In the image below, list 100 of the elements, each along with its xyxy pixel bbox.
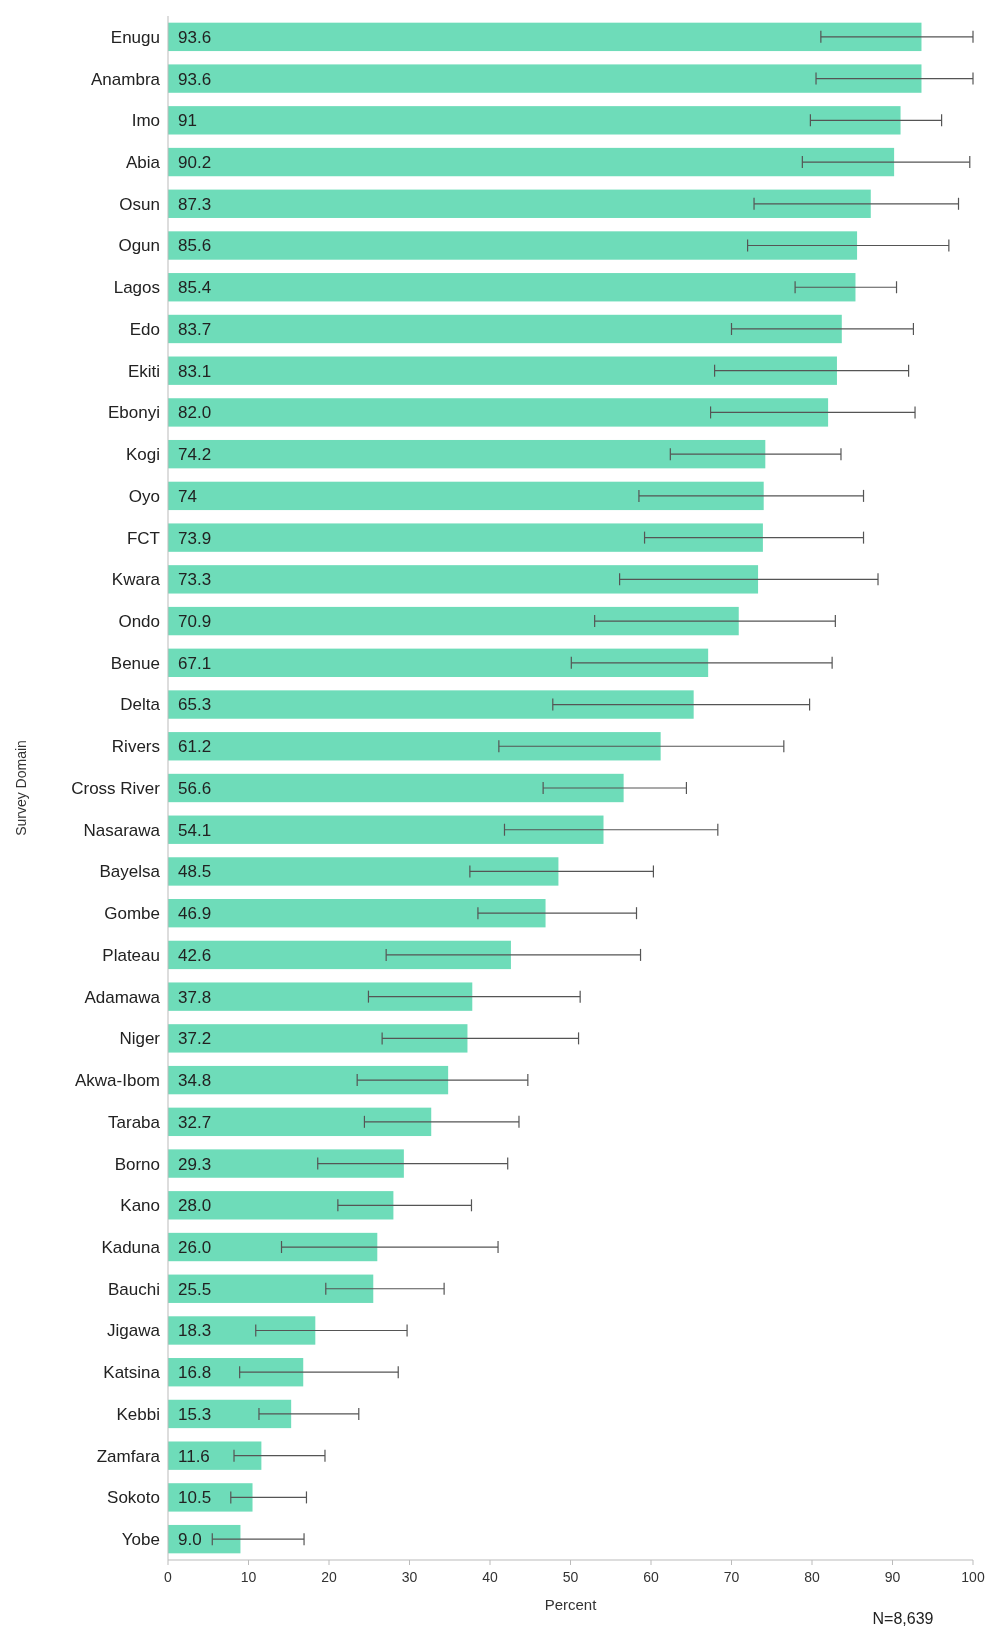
bar [168,356,837,385]
bar [168,1191,394,1220]
data-label: 32.7 [178,1112,212,1132]
y-tick-label: Jigawa [107,1321,161,1341]
bar [168,398,829,427]
y-tick-label: Lagos [113,278,160,298]
bar [168,690,694,719]
y-tick-label: Kaduna [101,1237,161,1257]
bar [168,1232,378,1262]
data-label: 34.8 [178,1071,212,1091]
y-tick-label: Enugu [110,27,160,47]
bar [168,1399,292,1429]
x-tick-label: 90 [884,1569,901,1585]
data-label: 74 [178,486,197,506]
data-label: 91 [178,111,197,131]
bar [168,857,559,886]
y-tick-label: Edo [129,319,160,339]
y-tick-label: Oyo [128,486,160,506]
data-label: 25.5 [178,1279,212,1299]
x-tick-label: 80 [804,1569,820,1585]
bar [168,22,922,52]
x-tick-label: 60 [643,1569,659,1585]
bar [168,1065,449,1095]
data-label: 54.1 [178,820,212,840]
data-label: 37.2 [178,1029,212,1049]
y-tick-label: Katsina [103,1363,161,1383]
y-tick-label: Yobe [121,1530,160,1550]
y-axis-title: Survey Domain [13,740,29,836]
bar [168,1107,432,1137]
x-tick-label: 0 [164,1569,173,1585]
bar [168,481,764,511]
bar [168,565,759,594]
data-label: 85.4 [178,278,212,298]
bar [168,1149,404,1178]
x-tick-label: 100 [961,1569,985,1585]
data-label: 74.2 [178,445,212,465]
data-label: 18.3 [178,1321,212,1341]
data-label: 61.2 [178,737,212,757]
bar [168,64,922,93]
data-label: 11.6 [178,1446,210,1466]
bar [168,523,763,552]
bar [168,189,871,218]
data-label: 29.3 [178,1154,212,1174]
data-label: 65.3 [178,695,212,715]
y-tick-label: Bayelsa [99,862,161,882]
y-tick-label: Cross River [71,778,161,798]
y-tick-label: Anambra [91,69,161,89]
bar [168,648,709,677]
bar [168,982,473,1011]
y-tick-label: Gombe [104,904,160,924]
data-label: 73.9 [178,528,212,548]
y-tick-label: Niger [119,1029,161,1049]
data-label: 42.6 [178,945,212,965]
bar [168,1024,468,1053]
x-tick-label: 50 [562,1569,579,1585]
y-tick-label: Borno [114,1154,160,1174]
x-tick-label: 70 [723,1569,740,1585]
bar [168,439,766,469]
x-tick-label: 10 [240,1569,257,1585]
data-label: 70.9 [178,612,212,632]
data-label: 85.6 [178,236,212,256]
x-tick-label: 40 [482,1569,498,1585]
y-tick-label: Abia [125,153,161,172]
y-tick-label: Nasarawa [83,820,161,840]
bar [168,106,901,135]
y-tick-label: Kwara [111,570,161,590]
bar [168,815,604,844]
y-tick-label: Kogi [125,445,160,465]
y-tick-label: Adamawa [84,987,161,1007]
data-label: 15.3 [178,1404,212,1424]
y-tick-label: Zamfara [96,1446,161,1466]
bar [168,606,739,636]
data-label: 9.0 [178,1530,202,1550]
y-tick-label: Delta [120,695,161,715]
y-tick-label: Plateau [102,945,160,965]
y-tick-label: Rivers [111,737,160,757]
bar [168,1524,241,1554]
y-tick-label: Imo [131,111,160,131]
data-label: 93.6 [178,69,212,89]
y-tick-label: Ebonyi [108,403,160,423]
y-tick-label: FCT [126,528,160,548]
data-label: 26.0 [178,1237,212,1257]
text: N=8,639 [872,1610,934,1627]
data-label: 93.6 [178,27,212,47]
x-axis-title: Percent [544,1596,598,1613]
data-label: 46.9 [178,904,212,924]
y-tick-label: Ogun [118,236,160,256]
data-label: 28.0 [178,1196,212,1216]
y-tick-label: Taraba [108,1112,161,1132]
data-label: 83.7 [178,319,212,339]
data-label: 82.0 [178,403,212,423]
y-tick-label: Sokoto [107,1488,160,1508]
y-tick-label: Bauchi [108,1279,160,1299]
data-label: 16.8 [178,1363,212,1383]
bar [168,147,895,177]
data-label: 87.3 [178,194,212,214]
data-label: 67.1 [178,653,212,673]
bar [168,1441,262,1470]
y-tick-label: Ondo [118,612,160,632]
data-label: 37.8 [178,987,212,1007]
